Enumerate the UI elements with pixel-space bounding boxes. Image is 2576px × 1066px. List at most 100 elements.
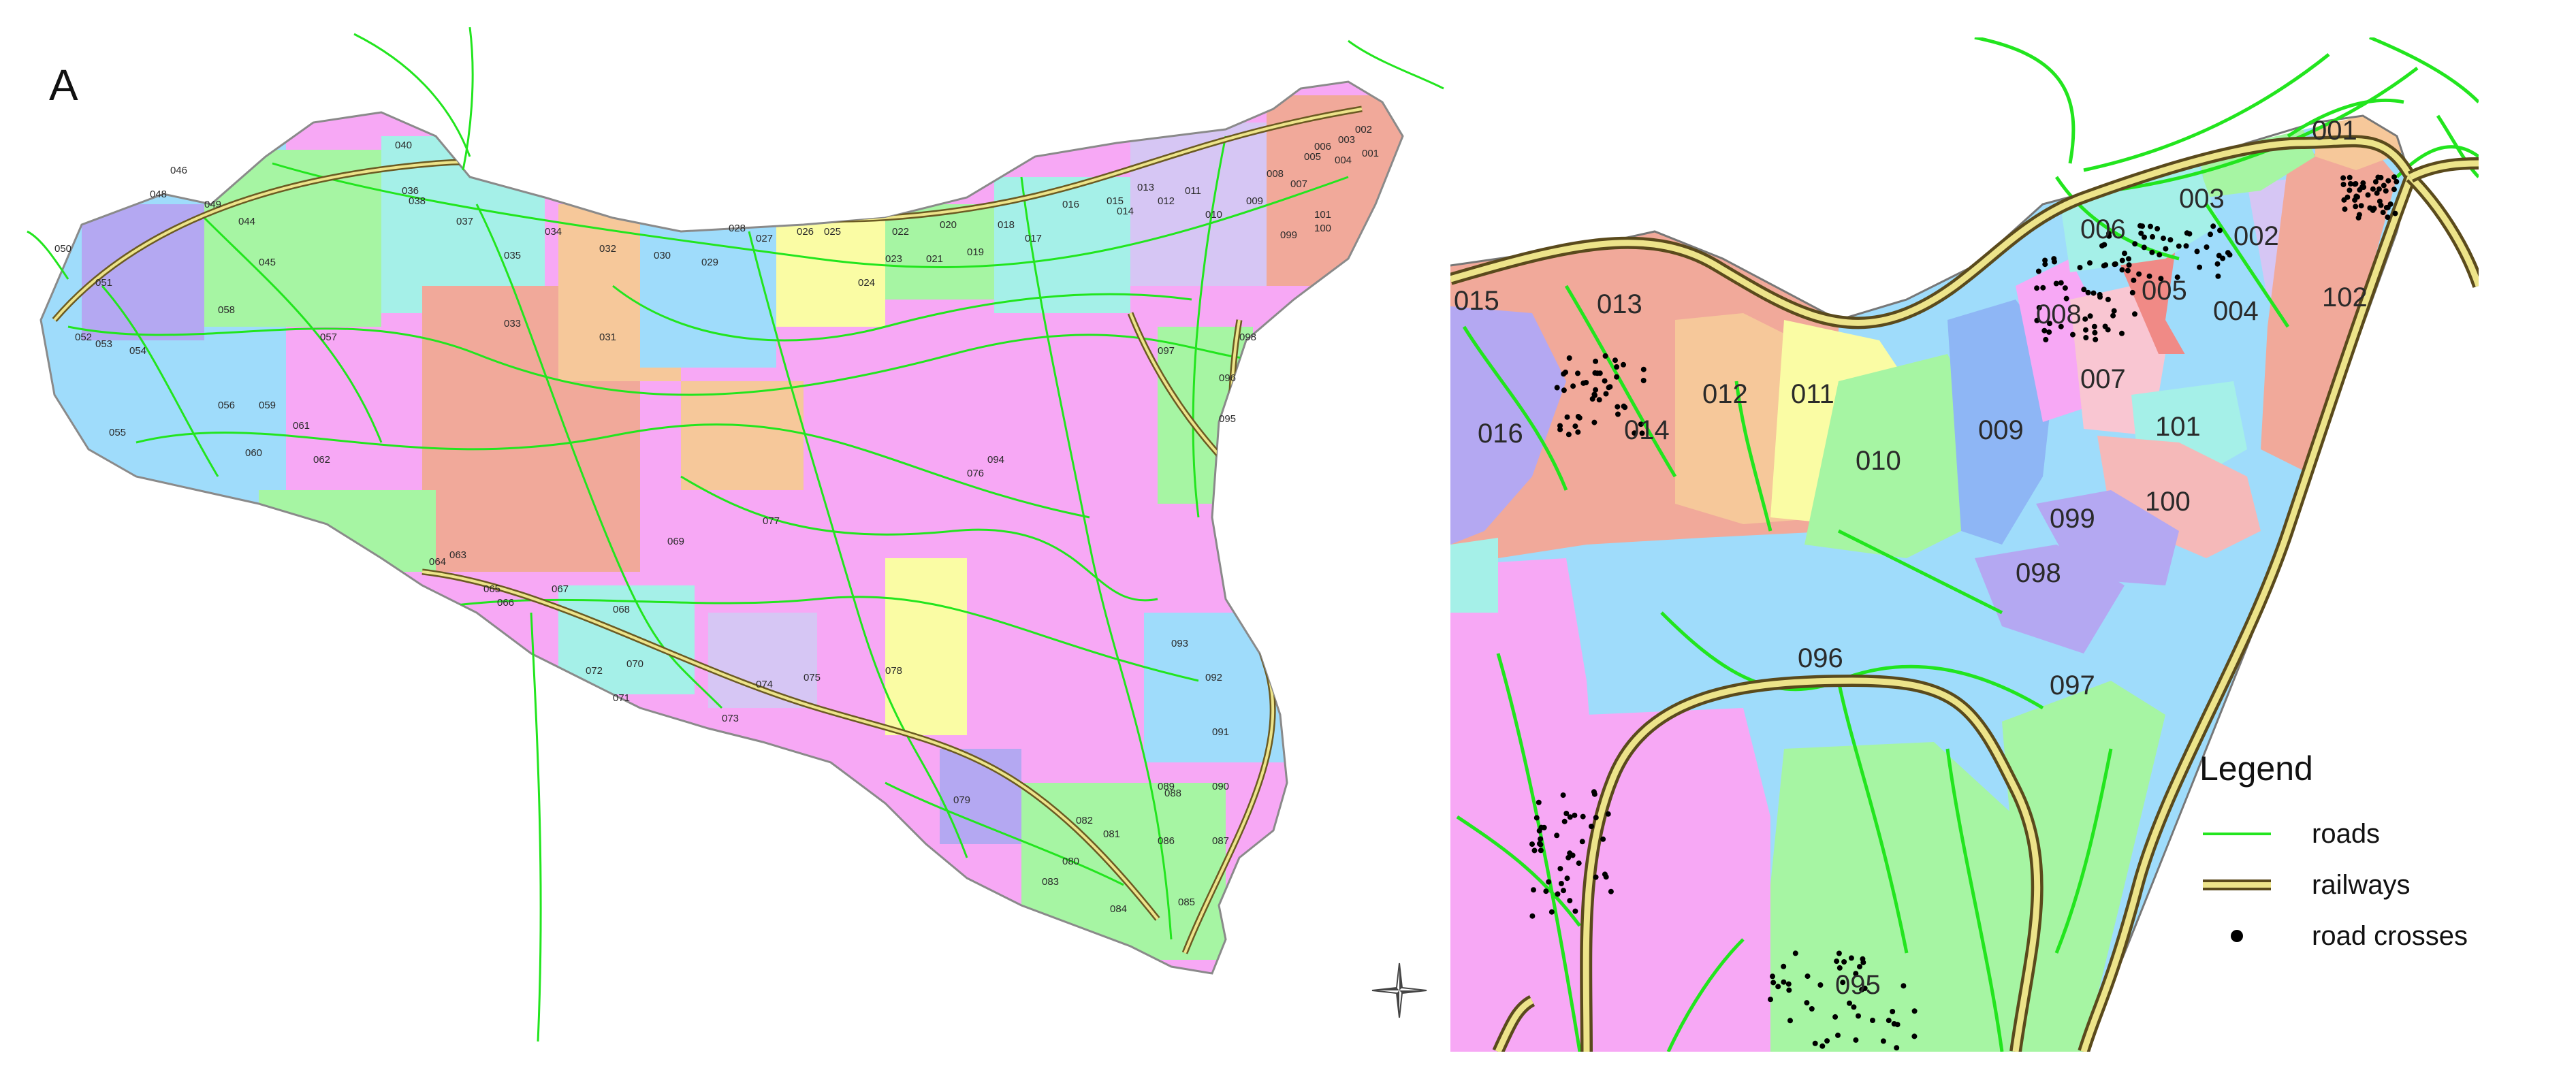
road-cross-dot: [2183, 243, 2189, 249]
road-cross-dot: [1770, 980, 1777, 986]
road-cross-dot: [2053, 280, 2059, 287]
map-b-zone-label-102: 102: [2322, 282, 2368, 312]
road-cross-dot: [1576, 860, 1582, 867]
map-b-zone-label-009: 009: [1978, 415, 2024, 445]
road-cross-dot: [2077, 265, 2083, 271]
map-b-zone-label-010: 010: [1856, 446, 1901, 476]
road-cross-dot: [1640, 366, 1647, 372]
road-cross-dot: [1639, 430, 1645, 436]
road-cross-dot: [1538, 836, 1544, 842]
road-cross-dot: [1614, 374, 1620, 380]
road-cross-dot: [1615, 411, 1621, 417]
road-cross-dot: [2132, 311, 2137, 317]
map-a-zone-label-082: 082: [1076, 815, 1093, 826]
road-cross-dot: [2208, 231, 2213, 238]
road-cross-dot: [1605, 811, 1611, 817]
road-cross-dot: [1593, 815, 1599, 821]
road-cross-dot: [2150, 233, 2155, 240]
road-cross-dot: [1589, 396, 1595, 402]
road-cross-dot: [2103, 262, 2109, 268]
road-cross-dot: [2119, 267, 2125, 273]
road-cross-dot: [1529, 913, 1536, 919]
road-cross-dot: [1558, 881, 1564, 886]
road-cross-dot: [2063, 295, 2069, 302]
map-a-zone-label-017: 017: [1025, 233, 1042, 244]
road-cross-dot: [2125, 268, 2131, 274]
road-cross-dot: [2392, 210, 2398, 216]
road-cross-dot: [2174, 274, 2180, 280]
road-cross-dot: [1538, 847, 1544, 854]
map-b-zone-labels: 001 002 003 004 005 006 007 008 009 010 011 012 013 0…: [1454, 116, 2368, 1000]
legend-label-railways: railways: [2312, 870, 2411, 900]
road-cross-dot: [1880, 1038, 1886, 1044]
map-a-zone-label-008: 008: [1267, 168, 1284, 180]
road-cross-dot: [1567, 814, 1573, 820]
road-cross-dot: [2341, 197, 2347, 203]
road-cross-dot: [1894, 1022, 1901, 1028]
road-cross-dot: [1809, 1006, 1815, 1012]
offshore-road-north: [462, 27, 474, 171]
road-cross-dot: [2376, 186, 2382, 192]
road-cross-dot: [2043, 336, 2049, 342]
road-cross-dot: [1572, 423, 1578, 430]
road-cross-dot: [2391, 174, 2397, 180]
road-cross-dot: [2040, 285, 2046, 291]
road-cross-dot: [2106, 233, 2112, 239]
map-a-zone-label-071: 071: [613, 692, 630, 704]
road-cross-dot: [2034, 285, 2040, 291]
map-a-zone-label-001: 001: [1362, 148, 1379, 159]
road-cross-dot: [1786, 987, 1792, 993]
road-cross-dot: [2370, 207, 2376, 213]
map-a-zone-label-022: 022: [892, 226, 909, 238]
map-a-zone-label-007: 007: [1290, 178, 1307, 190]
map-a-zone-label-002: 002: [1355, 124, 1372, 135]
legend-label-roads: roads: [2312, 819, 2381, 849]
road-cross-dot: [1575, 414, 1581, 419]
road-cross-dot: [2365, 192, 2371, 198]
map-b-zone-label-004: 004: [2213, 296, 2259, 326]
map-a-zone-label-080: 080: [1062, 856, 1079, 867]
map-a-zone-label-060: 060: [245, 447, 262, 459]
road-cross-dot: [2342, 206, 2348, 212]
map-b-zone-label-008: 008: [2036, 300, 2082, 329]
road-cross-dot: [2340, 175, 2347, 181]
road-cross-dot: [1529, 841, 1535, 847]
road-cross-dot: [1608, 888, 1614, 894]
road-cross-dot: [1781, 979, 1787, 985]
map-a-zone-label-070: 070: [626, 658, 643, 670]
road-cross-dot: [2220, 255, 2226, 261]
map-a-zone-label-010: 010: [1205, 209, 1222, 221]
road-cross-dot: [2385, 214, 2391, 221]
road-cross-dot: [2197, 264, 2203, 270]
road-cross-dot: [2047, 321, 2052, 327]
road-cross-dot: [1565, 432, 1572, 438]
road-cross-dot: [2090, 290, 2097, 296]
road-cross-dot: [2340, 182, 2347, 187]
map-a-zone-label-079: 079: [953, 794, 970, 806]
map-a-zone-label-095: 095: [1219, 413, 1236, 425]
road-cross-dot: [2126, 256, 2131, 262]
road-cross-dot: [2146, 273, 2152, 279]
map-a-zone-label-014: 014: [1117, 206, 1134, 217]
road-cross-dot: [1603, 391, 1609, 397]
map-a-zone-label-029: 029: [701, 257, 718, 268]
road-cross-dot: [1561, 387, 1567, 393]
map-a-zone-label-061: 061: [293, 420, 310, 432]
road-cross-dot: [2082, 316, 2088, 322]
map-a-zone-label-024: 024: [858, 277, 875, 289]
map-a-zone-label-018: 018: [998, 219, 1015, 231]
map-a-zone-label-096: 096: [1219, 372, 1236, 384]
road-cross-dot: [1543, 888, 1549, 894]
map-a-zone-label-034: 034: [545, 226, 562, 238]
road-cross-dot: [1591, 391, 1597, 398]
legend-item-roads: roads: [2199, 813, 2526, 854]
road-cross-dot: [2085, 289, 2091, 295]
road-cross-dot: [2093, 336, 2099, 342]
map-a-zone-label-066: 066: [497, 597, 514, 609]
road-cross-dot: [2394, 178, 2400, 184]
road-cross-dot: [2062, 285, 2068, 291]
road-cross-dot: [1894, 1045, 1900, 1051]
map-a-zone-label-044: 044: [238, 216, 255, 227]
road-cross-dot: [2138, 230, 2144, 236]
